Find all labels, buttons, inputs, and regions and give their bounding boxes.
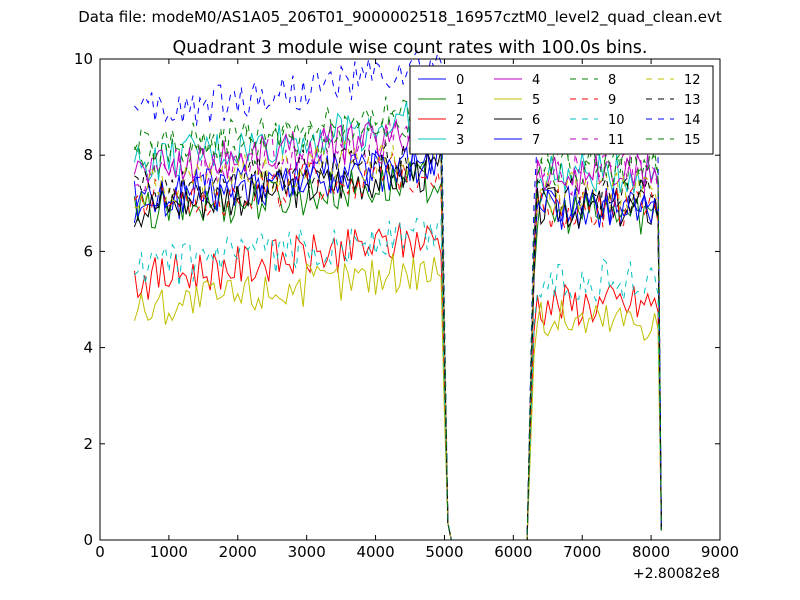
y-tick-label: 4 xyxy=(83,339,93,357)
x-tick-label: 3000 xyxy=(288,543,326,561)
legend-label-1: 1 xyxy=(456,93,464,108)
x-offset-label: +2.80082e8 xyxy=(633,566,720,582)
figure-suptitle: Data file: modeM0/AS1A05_206T01_90000025… xyxy=(78,8,722,26)
legend-label-0: 0 xyxy=(456,73,464,88)
y-tick-label: 8 xyxy=(83,146,93,164)
legend-label-5: 5 xyxy=(532,93,540,108)
legend-label-4: 4 xyxy=(532,73,540,88)
legend-label-11: 11 xyxy=(608,133,625,148)
legend-label-2: 2 xyxy=(456,113,464,128)
legend-label-9: 9 xyxy=(608,93,616,108)
series-line-6 xyxy=(133,149,662,541)
y-tick-label: 0 xyxy=(83,531,93,549)
x-tick-label: 8000 xyxy=(632,543,670,561)
series-line-1 xyxy=(133,159,662,541)
x-tick-label: 7000 xyxy=(563,543,601,561)
x-tick-label: 0 xyxy=(95,543,105,561)
legend-label-6: 6 xyxy=(532,113,540,128)
series-line-14 xyxy=(134,49,662,541)
x-tick-label: 2000 xyxy=(219,543,257,561)
series-line-4 xyxy=(133,118,662,541)
legend-label-3: 3 xyxy=(456,133,464,148)
plot-lines xyxy=(133,49,662,541)
legend-label-14: 14 xyxy=(684,113,701,128)
y-tick-label: 2 xyxy=(83,435,93,453)
legend-label-8: 8 xyxy=(608,73,616,88)
series-line-8 xyxy=(133,99,662,541)
series-line-10 xyxy=(134,217,662,541)
y-tick-label: 6 xyxy=(83,242,93,260)
legend-label-13: 13 xyxy=(684,93,701,108)
series-line-15 xyxy=(133,91,662,541)
chart-title: Quadrant 3 module wise count rates with … xyxy=(173,38,648,58)
series-line-9 xyxy=(134,152,662,541)
legend-label-7: 7 xyxy=(532,133,540,148)
x-tick-label: 5000 xyxy=(425,543,463,561)
series-line-13 xyxy=(134,131,662,541)
series-line-3 xyxy=(133,100,662,541)
series-line-5 xyxy=(133,253,662,541)
x-tick-label: 6000 xyxy=(494,543,532,561)
legend-label-15: 15 xyxy=(684,133,701,148)
y-tick-label: 10 xyxy=(74,50,93,68)
axis-ticks: 0 1000 2000 3000 4000 5000 6000 7000 8000 9000 0 2 4… xyxy=(74,50,739,561)
legend-label-12: 12 xyxy=(684,73,701,88)
plot-frame xyxy=(99,58,721,541)
series-line-2 xyxy=(133,222,662,541)
x-tick-label: 9000 xyxy=(701,543,739,561)
series-line-12 xyxy=(134,140,662,541)
x-tick-label: 1000 xyxy=(150,543,188,561)
series-line-0 xyxy=(133,147,662,541)
legend-label-10: 10 xyxy=(608,113,625,128)
x-tick-label: 4000 xyxy=(356,543,394,561)
